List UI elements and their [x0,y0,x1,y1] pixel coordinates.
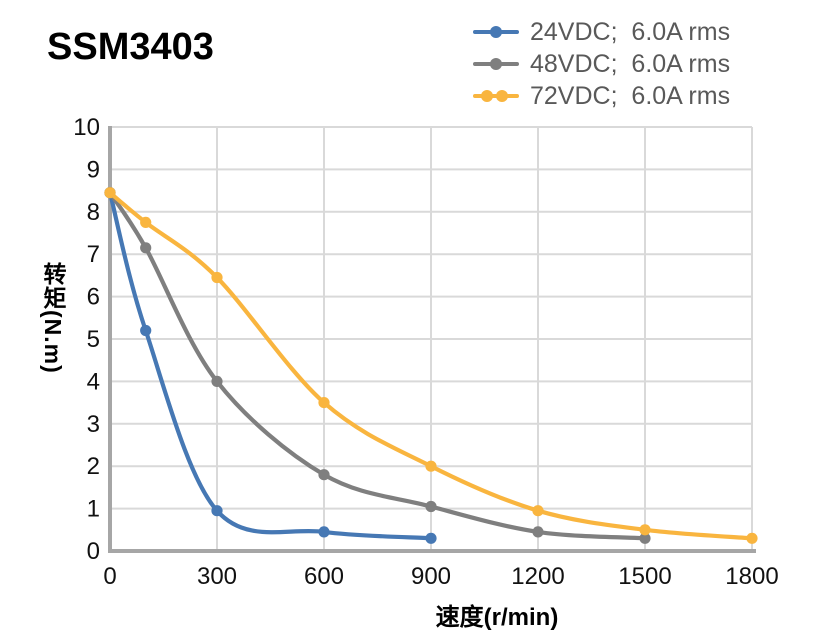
y-tick-label: 1 [87,496,100,523]
x-tick-label: 1200 [511,563,564,590]
x-tick-label: 1800 [725,563,778,590]
x-tick-label: 900 [411,563,451,590]
x-tick-label: 300 [197,563,237,590]
y-tick-label: 2 [87,453,100,480]
y-tick-label: 10 [73,114,100,141]
legend-item-48vdc: 48VDC; 6.0A rms [473,48,730,80]
legend-label: 24VDC; 6.0A rms [530,18,731,46]
x-tick-label: 1500 [618,563,671,590]
x-axis-label: 速度(r/min) [435,604,559,631]
legend-item-72vdc: 72VDC; 6.0A rms [473,80,730,112]
y-tick-label: 9 [87,156,100,183]
line-marker-icon [473,16,519,48]
page-title: SSM3403 [47,26,214,68]
series-48vdc [104,187,651,544]
y-tick-label: 5 [87,326,100,353]
y-tick-label: 0 [87,538,100,565]
y-tick-label: 6 [87,284,100,311]
chart-legend: 24VDC; 6.0A rms 48VDC; 6.0A rms 72VDC; 6… [473,16,730,112]
y-tick-label: 4 [87,368,100,395]
x-tick-label: 0 [103,563,116,590]
x-tick-label: 600 [304,563,344,590]
y-tick-label: 7 [87,241,100,268]
y-tick-label: 3 [87,411,100,438]
y-axis-label: 转矩(N.m) [40,262,66,374]
line-marker-icon [473,80,519,112]
series-72vdc [104,187,758,544]
y-tick-label: 8 [87,199,100,226]
legend-item-24vdc: 24VDC; 6.0A rms [473,16,730,48]
legend-label: 48VDC; 6.0A rms [530,50,731,78]
line-marker-icon [473,48,519,80]
legend-label: 72VDC; 6.0A rms [530,82,731,110]
series-24vdc [104,187,437,544]
